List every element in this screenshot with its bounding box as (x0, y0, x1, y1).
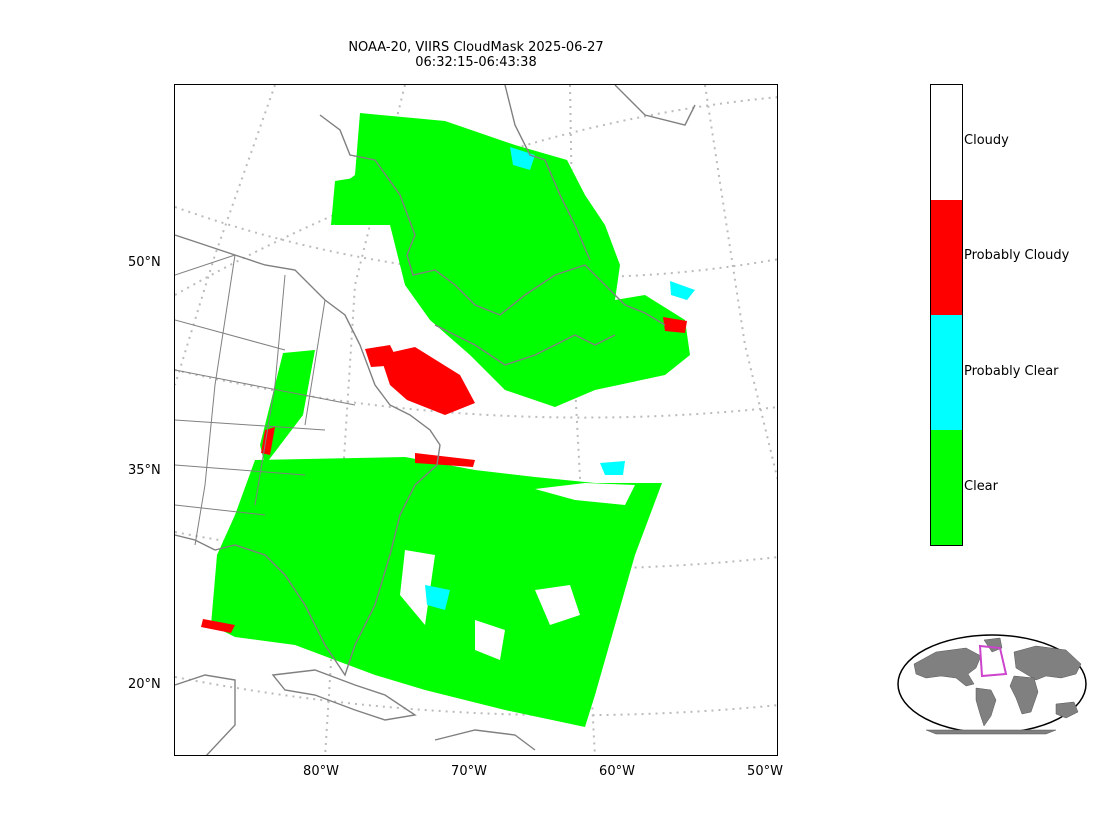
inset-swath-outline (978, 644, 1008, 678)
clear-region-west-strip (260, 350, 315, 465)
lon-label-70w: 70°W (451, 764, 487, 779)
lat-label-35n: 35°N (128, 463, 161, 478)
map-panel[interactable] (174, 84, 778, 756)
inset-land (913, 637, 1082, 735)
cloudy-gap-south-3 (400, 550, 435, 625)
legend-label-probably-cloudy: Probably Cloudy (964, 248, 1070, 263)
legend-label-clear: Clear (964, 479, 998, 494)
probably-clear-south (425, 585, 450, 610)
probably-clear-south-2 (600, 461, 625, 475)
lon-label-60w: 60°W (599, 764, 635, 779)
state-borders (175, 254, 356, 546)
clear-region-north-west (331, 173, 410, 225)
probably-cloudy-east (663, 317, 687, 333)
title-line-1: NOAA-20, VIIRS CloudMask 2025-06-27 (348, 40, 604, 55)
title-line-2: 06:32:15-06:43:38 (415, 55, 537, 70)
coastlines (175, 85, 696, 755)
probably-clear-east (670, 281, 695, 300)
world-inset-map (897, 634, 1087, 735)
chart-title: NOAA-20, VIIRS CloudMask 2025-06-27 06:3… (276, 40, 676, 70)
colorbar-segment-cloudy (931, 85, 962, 200)
legend-label-cloudy: Cloudy (964, 133, 1009, 148)
clear-region-north (335, 113, 690, 407)
legend-colorbar (930, 84, 963, 546)
probably-cloudy-north (380, 347, 475, 415)
cloudy-gap-south-2 (535, 585, 580, 625)
lon-label-50w: 50°W (747, 764, 783, 779)
colorbar-segment-probably-cloudy (931, 200, 962, 315)
lat-label-50n: 50°N (128, 255, 161, 270)
cloudy-gap-south-1 (535, 483, 635, 505)
colorbar-segment-probably-clear (931, 315, 962, 430)
satellite-swath (201, 113, 695, 727)
lat-label-20n: 20°N (128, 677, 161, 692)
probably-clear-north (510, 147, 535, 170)
colorbar-segment-clear (931, 430, 962, 545)
cloud-mask-map (175, 85, 777, 755)
legend-label-probably-clear: Probably Clear (964, 364, 1059, 379)
probably-cloudy-south (415, 453, 475, 467)
cloudy-gap-south-4 (475, 620, 505, 660)
lon-label-80w: 80°W (303, 764, 339, 779)
probably-cloudy-north-2 (365, 345, 400, 367)
swath-edge (201, 619, 235, 633)
